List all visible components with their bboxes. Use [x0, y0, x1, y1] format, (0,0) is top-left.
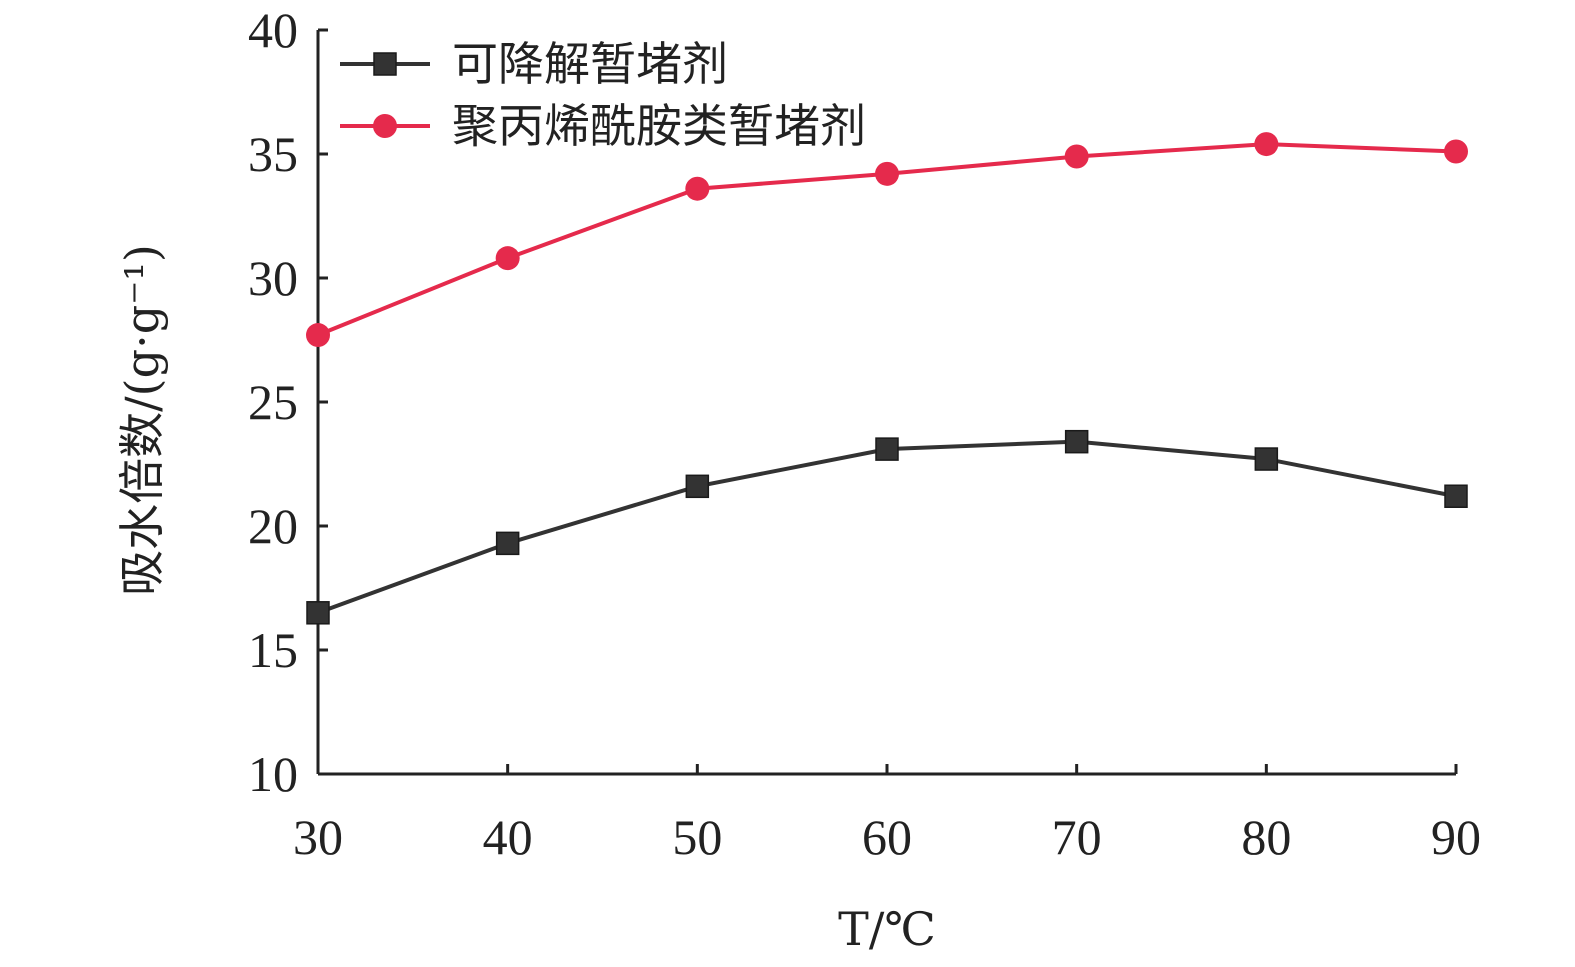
y-tick-label: 20	[248, 498, 298, 554]
data-point	[1064, 429, 1089, 454]
x-tick-label: 30	[293, 809, 343, 865]
x-tick-label: 60	[862, 809, 912, 865]
data-point	[875, 437, 899, 461]
y-tick-label: 40	[248, 2, 298, 58]
x-tick-label: 70	[1052, 809, 1102, 865]
series-layer	[306, 132, 1468, 625]
legend-item-1: 可降解暂堵剂	[340, 37, 728, 91]
y-tick-label: 25	[248, 374, 298, 430]
data-point	[1254, 447, 1279, 471]
series-line	[317, 439, 1457, 615]
y-tick-label: 10	[248, 746, 298, 802]
data-point	[685, 176, 710, 201]
series-2	[306, 132, 1468, 348]
data-point	[495, 246, 520, 271]
y-tick-label: 15	[248, 622, 298, 678]
y-tick-label: 30	[248, 250, 298, 306]
legend-marker	[373, 114, 397, 138]
x-ticks: 30 40 50 60 70 80 90	[293, 764, 1481, 865]
legend-label: 可降解暂堵剂	[452, 37, 728, 91]
y-tick-label: 35	[248, 126, 298, 182]
data-point	[1444, 484, 1468, 508]
legend-item-2: 聚丙烯酰胺类暂堵剂	[340, 99, 866, 153]
data-point	[875, 161, 899, 186]
x-tick-label: 50	[672, 809, 722, 865]
data-point	[306, 601, 330, 625]
data-point	[685, 474, 710, 499]
data-point	[495, 531, 520, 556]
y-axis-title: 吸水倍数/(g·g⁻¹)	[115, 244, 169, 596]
data-point	[1254, 132, 1279, 157]
series-1	[306, 429, 1468, 625]
data-point	[1444, 139, 1468, 164]
x-tick-label: 80	[1241, 809, 1291, 865]
x-axis-title: T/℃	[838, 902, 936, 956]
legend-label: 聚丙烯酰胺类暂堵剂	[452, 99, 866, 153]
y-ticks: 10 15 20 25 30 35 40	[248, 2, 328, 802]
legend-marker	[373, 52, 397, 76]
x-tick-label: 90	[1431, 809, 1481, 865]
data-point	[1064, 144, 1089, 169]
x-tick-label: 40	[483, 809, 533, 865]
data-point	[306, 323, 330, 348]
